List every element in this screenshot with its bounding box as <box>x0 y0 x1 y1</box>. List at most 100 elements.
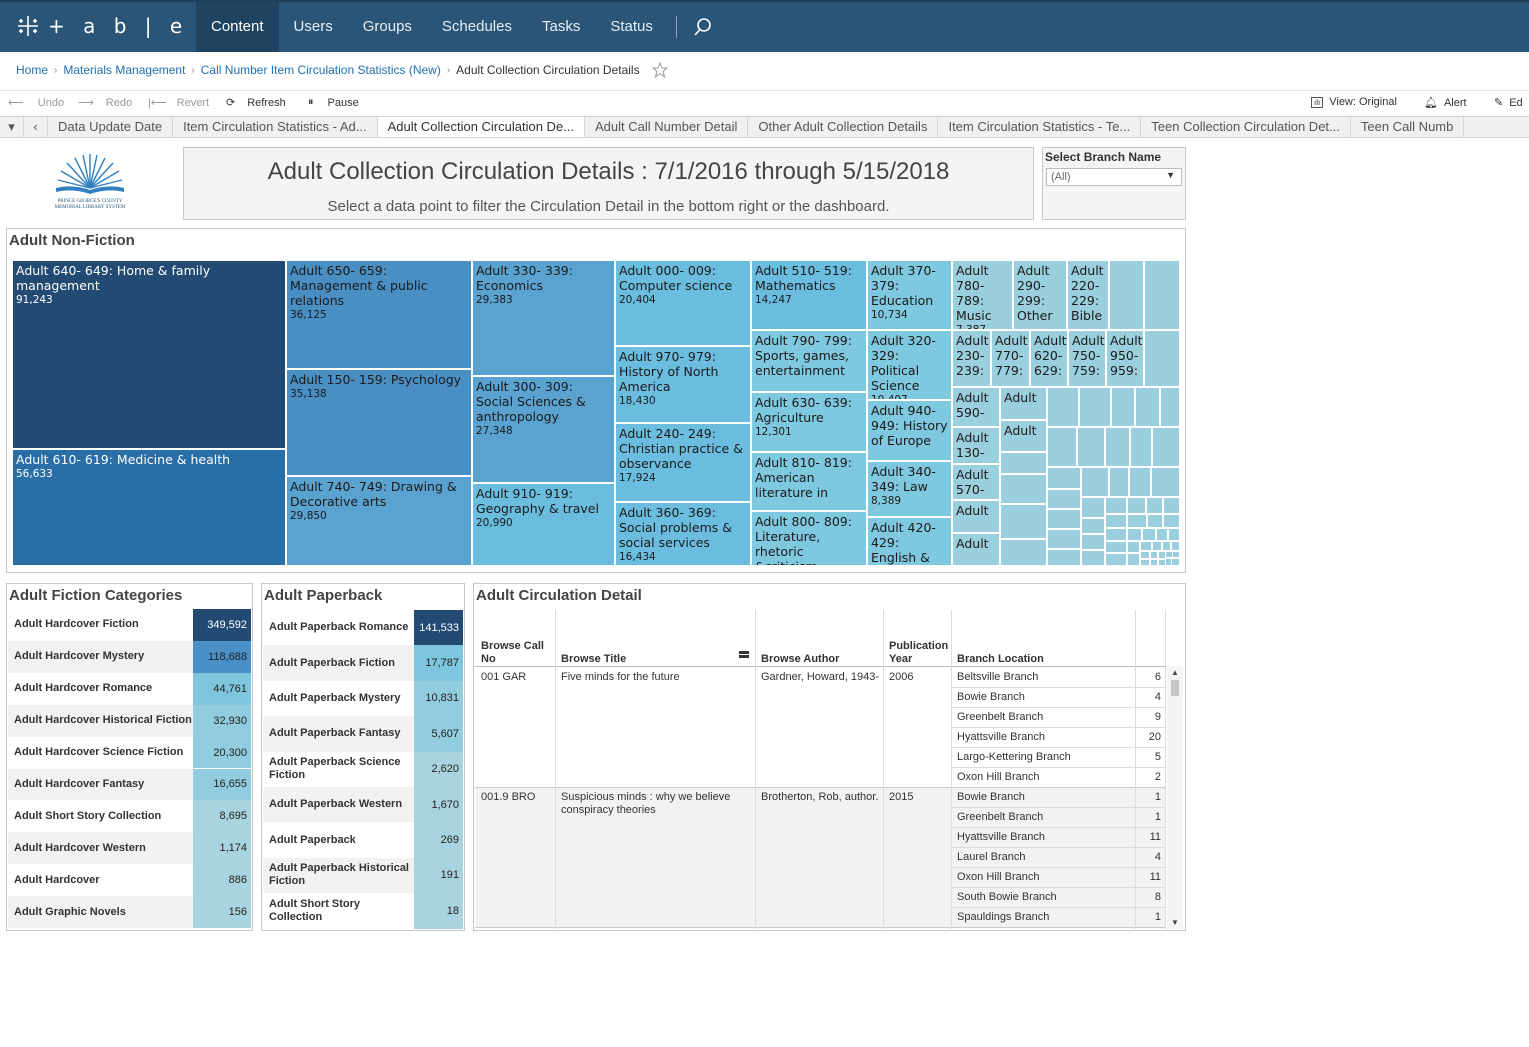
col-header-branch[interactable]: Branch Location <box>957 653 1044 665</box>
record-branch-count[interactable]: 4 <box>1154 691 1161 703</box>
treemap-cell[interactable]: Adult 330- 339: Economics 29,383 <box>472 260 615 376</box>
treemap-cell-small[interactable] <box>1127 541 1140 553</box>
treemap-cell-small[interactable] <box>1150 551 1158 559</box>
record-branch-name[interactable]: Hyattsville Branch <box>957 731 1046 743</box>
treemap-cell-small[interactable] <box>1105 497 1127 514</box>
record-author[interactable]: Brotherton, Rob, author. <box>761 791 879 803</box>
record-branch-name[interactable]: Oxon Hill Branch <box>957 771 1040 783</box>
treemap-cell-small[interactable] <box>1047 509 1081 529</box>
treemap-cell-small[interactable] <box>1127 514 1147 528</box>
paperback-row-label[interactable]: Adult Paperback Historical Fiction <box>263 857 414 894</box>
treemap-cell[interactable]: Adult 620- 629: <box>1030 330 1068 387</box>
record-branch-count[interactable]: 6 <box>1154 671 1161 683</box>
treemap-cell-small[interactable] <box>1144 330 1180 387</box>
paperback-row-label[interactable]: Adult Short Story Collection <box>263 893 414 929</box>
treemap-cell[interactable]: Adult 360- 369: Social problems & social… <box>615 502 751 566</box>
treemap-cell[interactable]: Adult 610- 619: Medicine & health 56,633 <box>12 449 286 566</box>
treemap-cell[interactable]: Adult 790- 799: Sports, games, entertain… <box>751 330 867 392</box>
treemap-cell[interactable]: Adult 800- 809: Literature, rhetoric &cr… <box>751 511 867 566</box>
treemap-cell-small[interactable] <box>1081 518 1105 534</box>
treemap-cell[interactable]: Adult 230- 239: <box>952 330 991 387</box>
treemap-cell[interactable]: Adult 940- 949: History of Europe <box>867 400 952 461</box>
breadcrumb-workbook[interactable]: Call Number Item Circulation Statistics … <box>200 63 441 77</box>
col-header-author[interactable]: Browse Author <box>761 653 840 665</box>
paperback-row-value[interactable]: 5,607 <box>414 716 463 752</box>
paperback-row-label[interactable]: Adult Paperback Fiction <box>263 645 414 681</box>
record-branch-count[interactable]: 20 <box>1148 731 1161 743</box>
treemap-cell-small[interactable] <box>1079 387 1111 427</box>
record-title[interactable]: Five minds for the future <box>561 671 680 683</box>
treemap-cell[interactable]: Adult 340- 349: Law 8,389 <box>867 461 952 517</box>
tab-adult-call-number-detail[interactable]: Adult Call Number Detail <box>585 117 749 137</box>
nav-status[interactable]: Status <box>610 18 653 35</box>
fiction-row-value[interactable]: 44,761 <box>193 672 251 705</box>
record-branch-name[interactable]: Hyattsville Branch <box>957 831 1046 843</box>
col-header-title[interactable]: Browse Title <box>561 653 627 665</box>
col-header-year[interactable]: Publication Year <box>889 640 949 665</box>
fiction-row-value[interactable]: 16,655 <box>193 768 251 801</box>
record-branch-name[interactable]: Greenbelt Branch <box>957 811 1044 823</box>
treemap-cell-small[interactable] <box>1142 528 1156 541</box>
treemap-cell[interactable]: Adult 630- 639: Agriculture 12,301 <box>751 392 867 452</box>
treemap-cell-small[interactable] <box>1081 534 1105 550</box>
record-branch-count[interactable]: 1 <box>1154 791 1161 803</box>
treemap-cell[interactable]: Adult 420- 429: English & Old English <box>867 517 952 566</box>
treemap-cell[interactable]: Adult 320- 329: Political Science 10,407 <box>867 330 952 400</box>
treemap-cell[interactable]: Adult 300- 309: Social Sciences & anthro… <box>472 376 615 483</box>
treemap-cell[interactable]: Adult 220- 229: Bible <box>1067 260 1109 330</box>
fiction-row-label[interactable]: Adult Hardcover Romance <box>8 672 193 705</box>
paperback-row-label[interactable]: Adult Paperback <box>263 822 414 858</box>
treemap-cell[interactable]: Adult 770- 779: <box>991 330 1030 387</box>
fiction-row-value[interactable]: 8,695 <box>193 800 251 833</box>
treemap-cell[interactable]: Adult 590- <box>952 387 1000 427</box>
treemap-cell[interactable]: Adult 910- 919: Geography & travel 20,990 <box>472 483 615 566</box>
treemap-cell-small[interactable] <box>1152 427 1180 467</box>
record-call-no[interactable]: 001 GAR <box>481 671 527 683</box>
fiction-row-value[interactable]: 118,688 <box>193 640 251 673</box>
scrollbar-thumb[interactable] <box>1171 680 1179 696</box>
fiction-row-label[interactable]: Adult Hardcover <box>8 864 193 897</box>
record-branch-count[interactable]: 9 <box>1154 711 1161 723</box>
treemap-cell[interactable]: Adult 570- <box>952 464 1000 500</box>
favorite-star-icon[interactable] <box>651 62 668 78</box>
fiction-row-label[interactable]: Adult Short Story Collection <box>8 800 193 833</box>
treemap-cell-small[interactable] <box>1147 514 1163 528</box>
treemap-cell-small[interactable] <box>1140 541 1152 551</box>
paperback-row-value[interactable]: 269 <box>414 822 463 858</box>
paperback-row-value[interactable]: 10,831 <box>414 680 463 717</box>
fiction-row-label[interactable]: Adult Hardcover Science Fiction <box>8 736 193 769</box>
treemap-cell-small[interactable] <box>1047 467 1081 489</box>
record-branch-name[interactable]: Beltsville Branch <box>957 671 1039 683</box>
tab-adult-collection-circulation[interactable]: Adult Collection Circulation De... <box>377 117 586 137</box>
treemap-cell-small[interactable] <box>1151 467 1180 497</box>
treemap-cell-small[interactable] <box>1047 549 1081 566</box>
treemap-cell-small[interactable] <box>1140 559 1150 566</box>
record-branch-count[interactable]: 1 <box>1154 911 1161 923</box>
record-branch-count[interactable]: 8 <box>1154 891 1161 903</box>
tab-teen-call-number[interactable]: Teen Call Numb <box>1351 117 1465 137</box>
treemap-cell-small[interactable] <box>1172 551 1180 558</box>
treemap-cell-small[interactable] <box>1150 559 1158 566</box>
treemap-cell[interactable]: Adult <box>1000 387 1047 420</box>
treemap-cell-small[interactable] <box>1140 551 1150 559</box>
paperback-row-label[interactable]: Adult Paperback Western <box>263 787 414 823</box>
paperback-row-label[interactable]: Adult Paperback Science Fiction <box>263 751 414 787</box>
record-branch-name[interactable]: Bowie Branch <box>957 791 1025 803</box>
treemap-cell[interactable]: Adult 370- 379: Education 10,734 <box>867 260 952 330</box>
pause-button[interactable]: ⏸ Pause <box>308 96 359 109</box>
treemap-cell-small[interactable] <box>1105 427 1130 467</box>
treemap-cell-small[interactable] <box>1000 452 1047 474</box>
treemap-cell-small[interactable] <box>1127 528 1142 541</box>
treemap-cell-small[interactable] <box>1160 387 1180 427</box>
branch-filter-dropdown[interactable]: (All) ▼ <box>1046 168 1182 186</box>
treemap-cell-small[interactable] <box>1000 539 1047 566</box>
treemap-cell-small[interactable] <box>1152 541 1162 551</box>
treemap-cell-small[interactable] <box>1168 528 1180 541</box>
treemap-cell-small[interactable] <box>1111 387 1135 427</box>
paperback-row-label[interactable]: Adult Paperback Fantasy <box>263 716 414 752</box>
fiction-row-label[interactable]: Adult Hardcover Western <box>8 832 193 865</box>
treemap-cell-small[interactable] <box>1077 427 1105 467</box>
treemap-cell-small[interactable] <box>1156 528 1168 541</box>
treemap-cell[interactable]: Adult 750- 759: <box>1068 330 1106 387</box>
fiction-row-label[interactable]: Adult Hardcover Fiction <box>8 609 193 641</box>
